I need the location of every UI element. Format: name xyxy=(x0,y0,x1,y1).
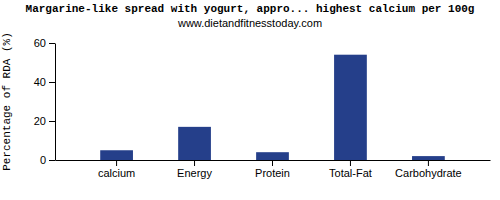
chart: Margarine-like spread with yogurt, appro… xyxy=(0,0,500,200)
y-axis-title: Percentage of RDA (%) xyxy=(1,32,13,171)
plot: 0 20 40 60 calcium Energy Protein Total-Fat Carb… xyxy=(34,37,491,179)
x-tick-label: Energy xyxy=(177,167,212,179)
x-tick-mark xyxy=(116,160,117,166)
x-tick: Energy xyxy=(177,160,212,179)
x-tick: Carbohydrate xyxy=(395,160,462,179)
y-axis-line xyxy=(55,44,56,161)
x-tick-label: Total-Fat xyxy=(329,167,372,179)
bar xyxy=(334,55,367,160)
bar xyxy=(178,127,211,160)
bars xyxy=(100,55,445,160)
bar xyxy=(100,150,133,160)
y-tick-label: 60 xyxy=(34,37,46,49)
title: Margarine-like spread with yogurt, appro… xyxy=(26,3,475,15)
y-tick-mark xyxy=(49,121,55,122)
y-tick-mark xyxy=(49,82,55,83)
bar xyxy=(256,152,289,160)
y-tick: 60 xyxy=(34,37,55,49)
y-tick: 0 xyxy=(40,154,55,166)
y-tick-mark xyxy=(49,160,55,161)
x-axis: calcium Energy Protein Total-Fat Carbohydrat… xyxy=(56,160,491,179)
x-tick-mark xyxy=(350,160,351,166)
y-tick: 40 xyxy=(34,76,55,88)
x-tick: Total-Fat xyxy=(329,160,372,179)
x-tick-mark xyxy=(194,160,195,166)
x-tick-label: calcium xyxy=(98,167,135,179)
y-tick-label: 20 xyxy=(34,115,46,127)
x-tick-mark xyxy=(272,160,273,166)
x-tick: calcium xyxy=(98,160,135,179)
bar xyxy=(412,156,445,160)
y-tick-mark xyxy=(49,43,55,44)
x-tick: Protein xyxy=(255,160,290,179)
x-tick-label: Protein xyxy=(255,167,290,179)
x-tick-mark xyxy=(428,160,429,166)
y-tick-label: 40 xyxy=(34,76,46,88)
y-tick: 20 xyxy=(34,115,55,127)
y-tick-label: 0 xyxy=(40,154,46,166)
y-axis: 0 20 40 60 xyxy=(34,37,56,166)
subtitle: www.dietandfitnesstoday.com xyxy=(177,17,322,29)
x-tick-label: Carbohydrate xyxy=(395,167,462,179)
